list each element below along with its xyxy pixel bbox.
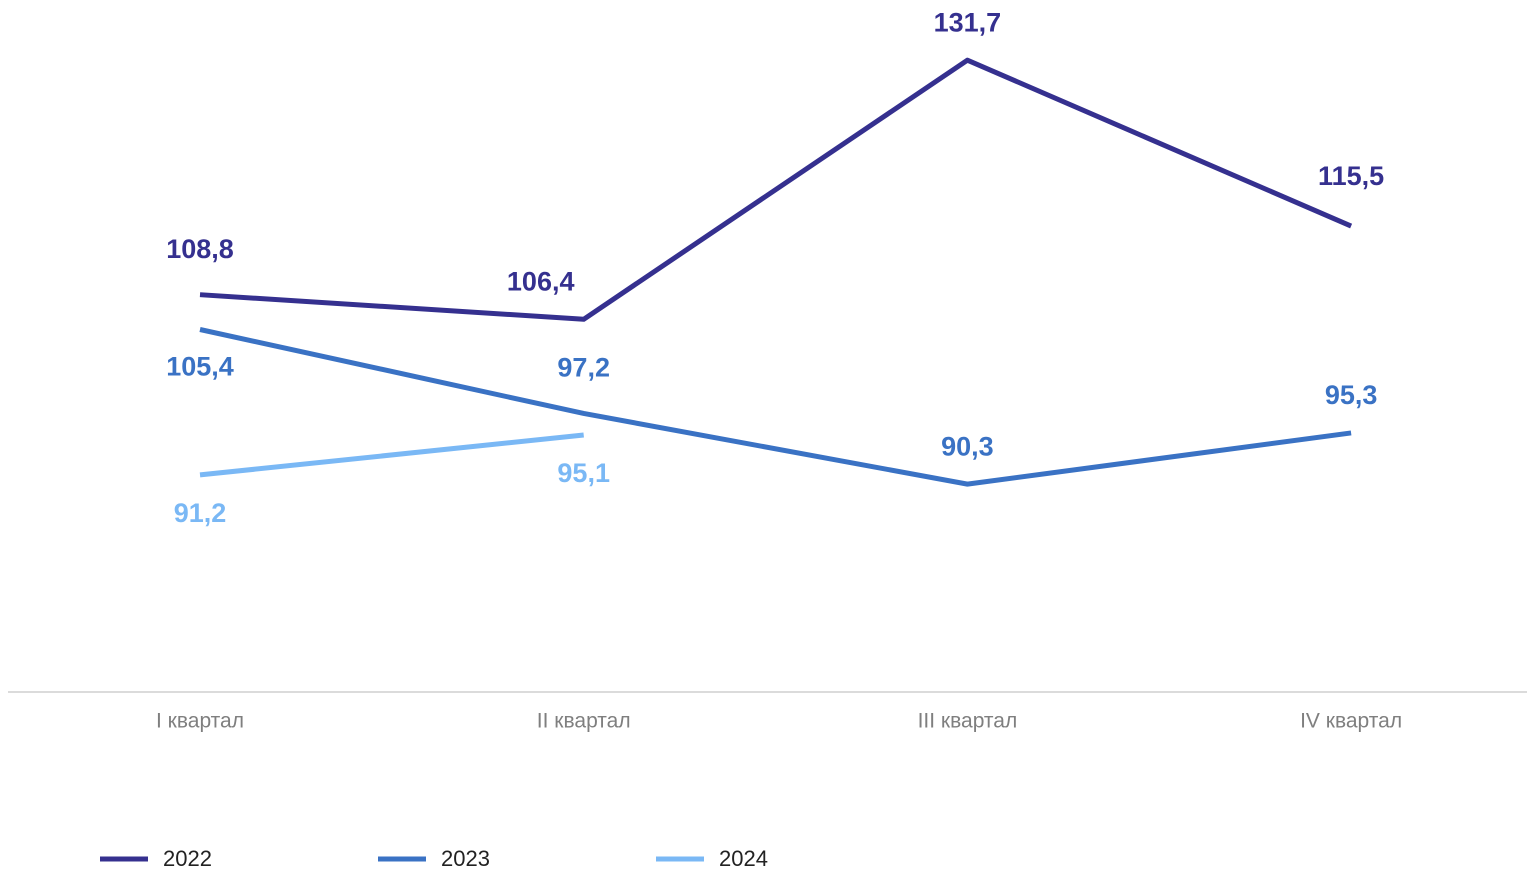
x-tick-label: IV квартал [1300, 710, 1402, 733]
data-label: 108,8 [166, 234, 234, 264]
data-label: 106,4 [507, 266, 575, 296]
series-line [199, 327, 1352, 487]
series-line [199, 57, 1353, 322]
data-label: 95,3 [1325, 380, 1378, 410]
x-tick-label: I квартал [156, 710, 244, 733]
legend-label: 2023 [441, 846, 490, 870]
legend-label: 2022 [163, 846, 212, 870]
data-label: 105,4 [166, 352, 234, 382]
data-label: 91,2 [174, 498, 227, 528]
series-line [199, 432, 584, 478]
data-label: 90,3 [941, 431, 994, 461]
data-label: 131,7 [934, 7, 1002, 37]
x-tick-label: III квартал [918, 710, 1018, 733]
x-tick-label: II квартал [537, 710, 631, 733]
data-label: 95,1 [557, 458, 610, 488]
data-label: 97,2 [557, 353, 610, 383]
data-label: 115,5 [1318, 161, 1384, 191]
legend-label: 2024 [719, 846, 768, 870]
